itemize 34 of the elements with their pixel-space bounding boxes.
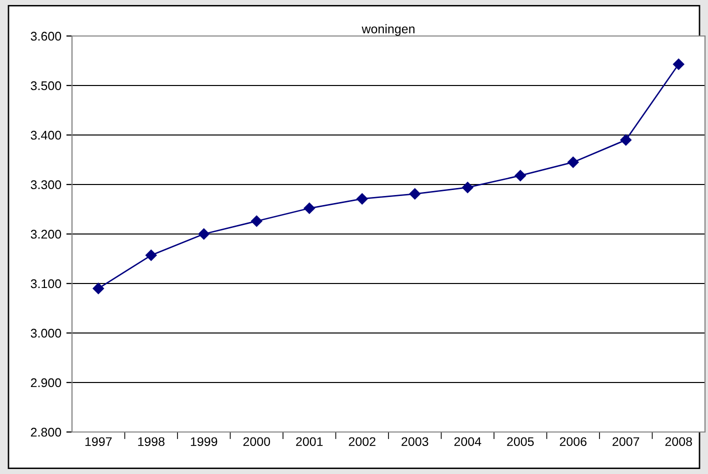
point bbox=[92, 282, 104, 294]
x-tick-label: 2004 bbox=[454, 437, 482, 446]
point bbox=[462, 182, 474, 194]
y-tick-label: 3.500 bbox=[30, 81, 62, 90]
x-tick-label: 2008 bbox=[665, 437, 692, 446]
y-tick-label: 3.200 bbox=[30, 230, 62, 239]
y-tick-label: 3.600 bbox=[30, 32, 62, 41]
x-tick-label: 2003 bbox=[402, 437, 428, 446]
point bbox=[356, 193, 368, 204]
y-tick-label: 3.400 bbox=[30, 130, 62, 140]
point bbox=[198, 228, 210, 240]
x-tick-label: 1997 bbox=[85, 437, 112, 446]
chart-title: woningen bbox=[362, 24, 414, 36]
y-tick-label: 2.800 bbox=[30, 428, 62, 437]
x-tick-label: 2006 bbox=[560, 437, 586, 446]
point bbox=[409, 188, 420, 200]
y-tick-label: 2.900 bbox=[30, 378, 62, 388]
point bbox=[673, 58, 684, 70]
x-tick-label: 2005 bbox=[507, 437, 534, 446]
y-tick-label: 3.000 bbox=[30, 328, 62, 338]
point bbox=[514, 170, 526, 182]
point bbox=[568, 156, 579, 168]
x-tick-label: 2007 bbox=[612, 437, 640, 446]
x-tick-label: 2000 bbox=[243, 437, 270, 446]
point bbox=[620, 134, 632, 146]
x-tick-label: 2002 bbox=[348, 437, 376, 446]
x-tick-label: 2001 bbox=[296, 437, 323, 446]
y-tick-label: 3.300 bbox=[30, 180, 62, 190]
point bbox=[251, 216, 262, 227]
x-tick-label: 1998 bbox=[138, 437, 164, 446]
x-tick-label: 1999 bbox=[190, 437, 218, 446]
point bbox=[146, 250, 157, 261]
y-tick-label: 3.100 bbox=[30, 279, 62, 288]
point bbox=[304, 202, 315, 214]
